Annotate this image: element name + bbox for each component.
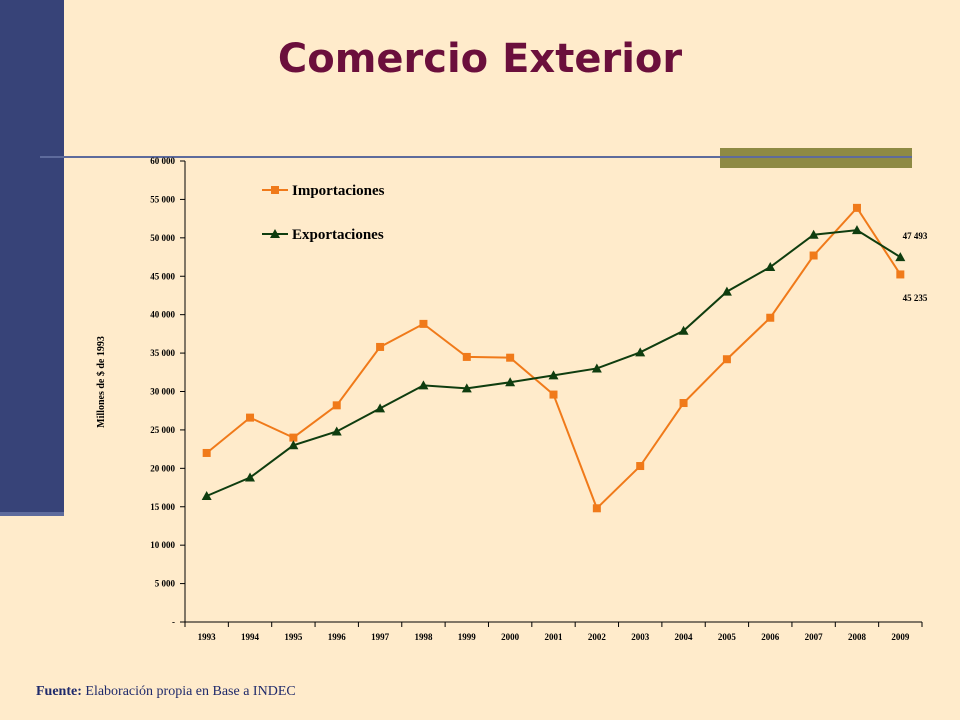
importaciones-point: [722, 355, 731, 364]
exportaciones-point: [851, 225, 862, 235]
importaciones-point: [896, 270, 905, 279]
x-tick-label: 2006: [761, 632, 780, 642]
x-tick-label: 2003: [631, 632, 650, 642]
importaciones-point: [376, 342, 385, 351]
series-markers: [201, 203, 906, 513]
sidebar-band-edge: [0, 512, 64, 516]
legend-entry: Importaciones: [292, 183, 385, 199]
y-tick-label: 45 000: [150, 271, 175, 281]
importaciones-point: [766, 313, 775, 322]
importaciones-point: [506, 353, 515, 362]
exportaciones-point: [418, 380, 429, 390]
data-label: 45 235: [903, 293, 928, 303]
exportaciones-point: [461, 383, 472, 393]
exportaciones-point: [288, 440, 299, 450]
exportaciones-point: [591, 363, 602, 373]
y-tick-label: 10 000: [150, 540, 175, 550]
x-tick-labels: 1993 1994 1995 1996 1997 1998 1999 2000 2001 2002…: [198, 632, 910, 642]
exportaciones-point: [808, 229, 819, 239]
exportaciones-point: [505, 377, 516, 387]
x-tick-label: 2004: [675, 632, 694, 642]
y-tick-labels: - 5 000 10 000 15 000 20 000 25 000 30 000 35 0…: [150, 156, 175, 627]
chart-axes: [180, 160, 923, 627]
source-text: Elaboración propia en Base a INDEC: [81, 684, 296, 699]
importaciones-point: [246, 413, 255, 422]
exportaciones-point: [765, 262, 776, 272]
y-tick-label: 15 000: [150, 502, 175, 512]
x-tick-label: 1999: [458, 632, 477, 642]
exportaciones-point: [548, 370, 559, 380]
x-tick-label: 1994: [241, 632, 260, 642]
importaciones-point: [419, 319, 428, 328]
importaciones-point: [809, 251, 818, 260]
x-tick-label: 2009: [891, 632, 910, 642]
y-tick-label: 5 000: [155, 579, 176, 589]
series-line-exportaciones: [206, 229, 901, 497]
legend-swatch-marker: [270, 229, 280, 238]
legend-swatch-marker: [271, 186, 279, 194]
importaciones-point: [679, 399, 688, 408]
chart-legend: Importaciones Exportaciones: [262, 183, 385, 243]
y-tick-label: 55 000: [150, 194, 175, 204]
x-tick-label: 2001: [545, 632, 564, 642]
page-title: Comercio Exterior: [277, 36, 683, 82]
importaciones-point: [462, 352, 471, 361]
exportaciones-point: [245, 472, 256, 482]
importaciones-point: [636, 462, 645, 471]
x-tick-label: 2000: [501, 632, 520, 642]
importaciones-point: [332, 401, 341, 410]
exportaciones-point: [375, 403, 386, 413]
exportaciones-point: [201, 490, 212, 500]
importaciones-point: [202, 448, 211, 457]
x-tick-label: 1996: [328, 632, 347, 642]
importaciones-point: [592, 504, 601, 513]
y-axis-label: Millones de $ de 1993: [96, 336, 107, 428]
x-tick-label: 1993: [198, 632, 217, 642]
y-tick-label: 20 000: [150, 463, 175, 473]
y-tick-label: 35 000: [150, 348, 175, 358]
x-tick-label: 2007: [805, 632, 824, 642]
importaciones-point: [289, 433, 298, 442]
x-tick-label: 2005: [718, 632, 737, 642]
legend-entry: Exportaciones: [292, 227, 384, 243]
source-label: Fuente:: [36, 684, 82, 699]
exportaciones-point: [678, 325, 689, 335]
sidebar-band: [0, 0, 64, 512]
y-tick-label: 60 000: [150, 156, 175, 166]
data-labels: 47 493 45 235: [903, 231, 928, 303]
accent-block: [720, 148, 912, 168]
x-tick-label: 2008: [848, 632, 867, 642]
exportaciones-point: [635, 347, 646, 357]
x-tick-label: 1995: [284, 632, 303, 642]
exportaciones-point: [895, 252, 906, 262]
series-lines: [206, 206, 902, 511]
data-label: 47 493: [903, 231, 928, 241]
accent-divider: [720, 156, 912, 158]
importaciones-point: [549, 390, 558, 399]
x-tick-label: 1998: [414, 632, 433, 642]
exportaciones-point: [721, 286, 732, 296]
title-divider: [40, 156, 912, 158]
y-tick-label: 25 000: [150, 425, 175, 435]
y-tick-label: 50 000: [150, 233, 175, 243]
y-tick-label: 40 000: [150, 310, 175, 320]
importaciones-point: [852, 203, 861, 212]
exportaciones-point: [331, 426, 342, 436]
x-tick-label: 1997: [371, 632, 390, 642]
y-tick-label: 30 000: [150, 387, 175, 397]
y-tick-label: -: [172, 617, 175, 627]
source-note: Fuente: Elaboración propia en Base a IND…: [36, 684, 296, 700]
series-line-importaciones: [206, 206, 902, 511]
x-tick-label: 2002: [588, 632, 607, 642]
